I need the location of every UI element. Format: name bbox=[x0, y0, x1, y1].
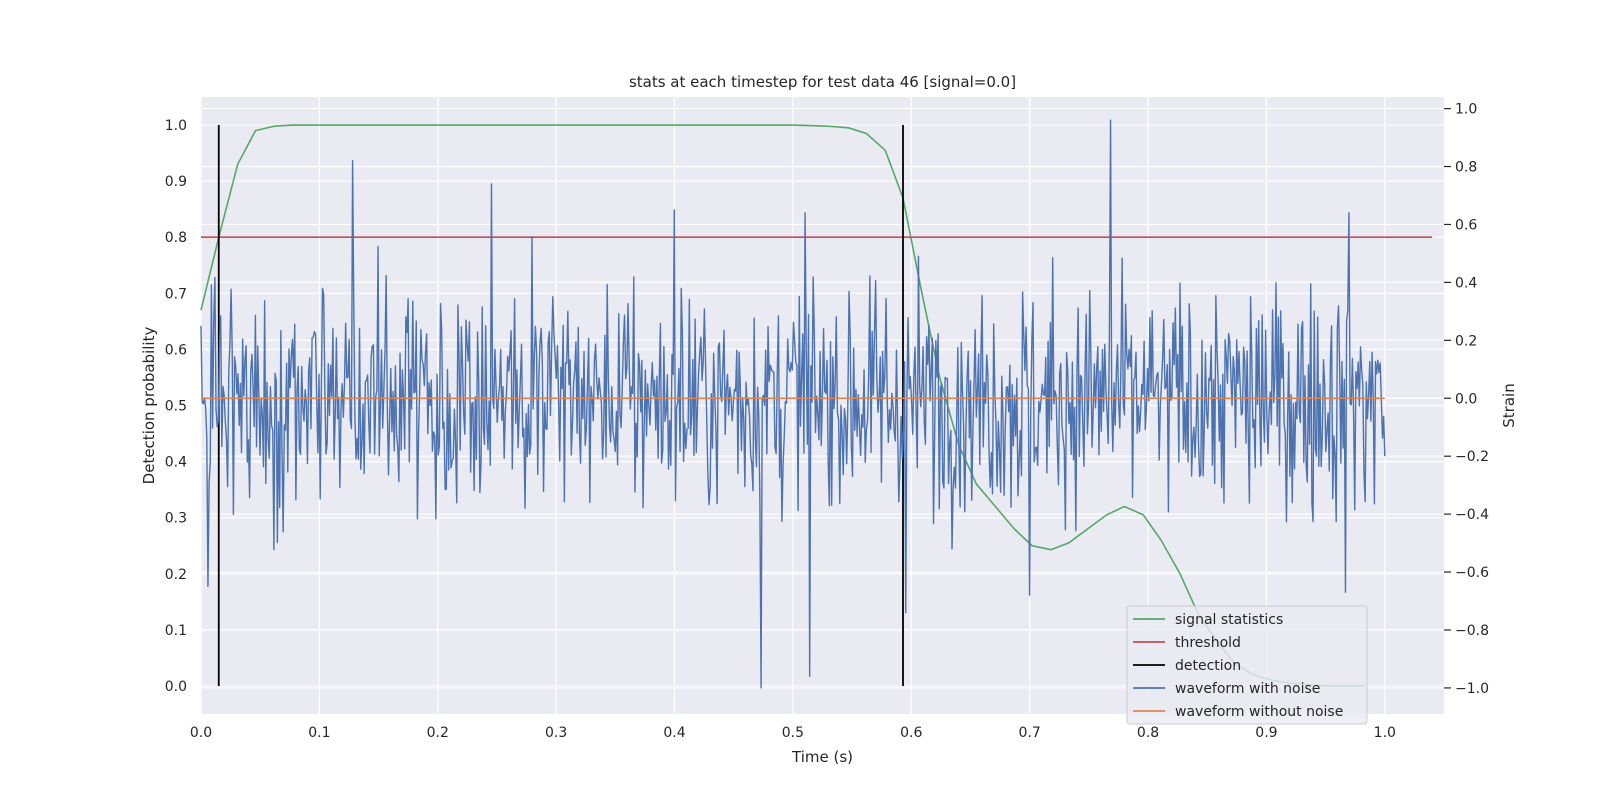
y2-tick-label: 0.4 bbox=[1455, 275, 1477, 291]
legend-label: waveform with noise bbox=[1175, 681, 1320, 697]
x-tick-label: 0.1 bbox=[308, 725, 330, 741]
y-tick-label: 0.0 bbox=[165, 679, 187, 695]
legend-label: waveform without noise bbox=[1175, 704, 1343, 720]
y2-tick-label: −1.0 bbox=[1455, 681, 1489, 697]
y2-tick-label: 1.0 bbox=[1455, 102, 1477, 118]
x-tick-label: 0.5 bbox=[782, 725, 804, 741]
y-tick-label: 0.4 bbox=[165, 455, 187, 471]
x-tick-label: 1.0 bbox=[1374, 725, 1396, 741]
x-tick-label: 0.4 bbox=[663, 725, 685, 741]
waveform-with-noise-line bbox=[200, 119, 1386, 689]
legend: signal statistics threshold detection wavef… bbox=[1126, 605, 1368, 725]
y2-tick-label: 0.0 bbox=[1455, 391, 1477, 407]
y-tick-label: 0.2 bbox=[165, 567, 187, 583]
y-tick-label: 0.9 bbox=[165, 174, 187, 190]
ticks: 0.0 0.1 0.2 0.3 0.4 0.5 0.6 0.7 0.8 0.9 1.0 0.0 0.1 0… bbox=[165, 102, 1489, 741]
y-tick-label: 0.1 bbox=[165, 623, 187, 639]
y2-tick-label: −0.6 bbox=[1455, 565, 1489, 581]
y-tick-label: 0.7 bbox=[165, 286, 187, 302]
x-tick-label: 0.3 bbox=[545, 725, 567, 741]
y2-tick-label: 0.2 bbox=[1455, 333, 1477, 349]
y-tick-label: 0.5 bbox=[165, 399, 187, 415]
y-axis-label: Detection probability bbox=[140, 327, 158, 485]
y2-tick-label: −0.2 bbox=[1455, 449, 1489, 465]
x-tick-label: 0.9 bbox=[1255, 725, 1277, 741]
y2-tick-label: 0.8 bbox=[1455, 160, 1477, 176]
y2-tick-label: −0.8 bbox=[1455, 623, 1489, 639]
y-tick-label: 0.6 bbox=[165, 342, 187, 358]
x-tick-label: 0.7 bbox=[1019, 725, 1041, 741]
x-tick-label: 0.8 bbox=[1137, 725, 1159, 741]
legend-label: threshold bbox=[1175, 635, 1241, 651]
legend-label: signal statistics bbox=[1175, 612, 1283, 628]
x-axis-label: Time (s) bbox=[791, 748, 853, 766]
y-tick-label: 1.0 bbox=[165, 118, 187, 134]
legend-label: detection bbox=[1175, 658, 1241, 674]
legend-box bbox=[1126, 605, 1368, 725]
x-tick-label: 0.6 bbox=[900, 725, 922, 741]
chart-title: stats at each timestep for test data 46 … bbox=[629, 73, 1016, 91]
x-tick-label: 0.0 bbox=[190, 725, 212, 741]
y2-axis-label: Strain bbox=[1500, 383, 1518, 427]
y-tick-label: 0.3 bbox=[165, 511, 187, 527]
x-tick-label: 0.2 bbox=[427, 725, 449, 741]
y2-tick-label: 0.6 bbox=[1455, 217, 1477, 233]
y-tick-label: 0.8 bbox=[165, 230, 187, 246]
y2-tick-label: −0.4 bbox=[1455, 507, 1489, 523]
